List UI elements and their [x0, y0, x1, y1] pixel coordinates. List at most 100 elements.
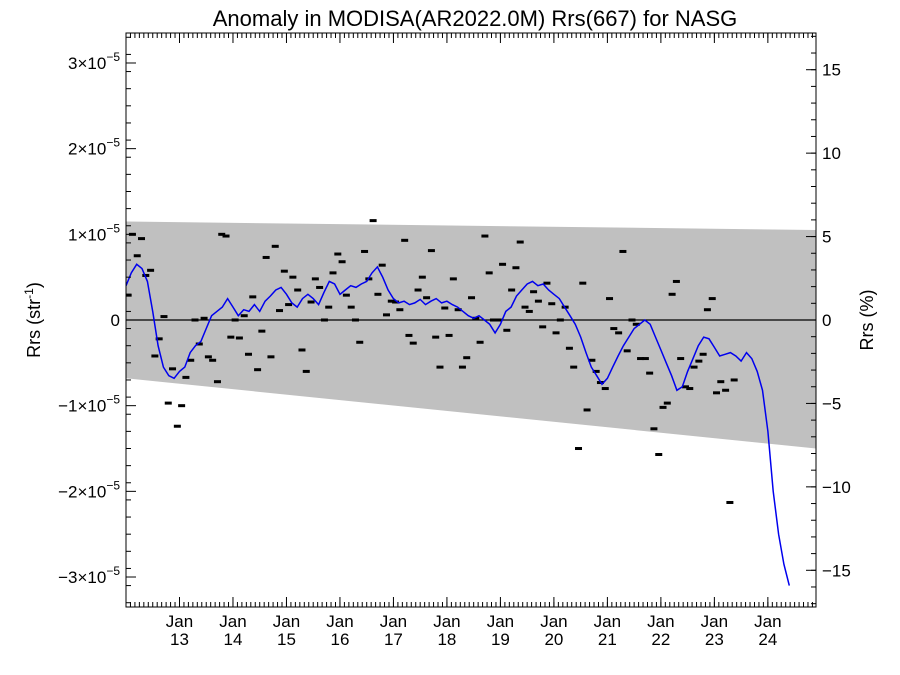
- monthly-point: [311, 277, 319, 281]
- y-left-tick-label: 0: [111, 311, 120, 330]
- y-right-tick-label: −5: [822, 394, 841, 413]
- y-axis-label-left: Rrs (str-1): [22, 282, 44, 358]
- monthly-point: [387, 299, 395, 303]
- y-right-tick-label: 5: [822, 228, 831, 247]
- monthly-point: [449, 277, 457, 281]
- monthly-point: [160, 315, 168, 319]
- monthly-point: [155, 337, 163, 341]
- monthly-point: [147, 268, 155, 272]
- monthly-point: [173, 424, 181, 428]
- monthly-point: [539, 325, 547, 329]
- monthly-point: [699, 352, 707, 356]
- monthly-point: [445, 333, 453, 337]
- plot-area: [126, 219, 816, 586]
- monthly-point: [285, 303, 293, 307]
- monthly-point: [396, 308, 404, 312]
- monthly-point: [142, 273, 150, 277]
- monthly-point: [267, 355, 275, 359]
- monthly-point: [258, 329, 266, 333]
- y-axis-label-right: Rrs (%): [857, 290, 877, 351]
- monthly-point: [294, 288, 302, 292]
- monthly-point: [668, 292, 676, 296]
- monthly-point: [382, 313, 390, 317]
- chart-title: Anomaly in MODISA(AR2022.0M) Rrs(667) fo…: [213, 6, 738, 31]
- x-tick-year-label: 17: [384, 630, 403, 649]
- x-tick-month-label: Jan: [433, 612, 460, 631]
- monthly-point: [280, 269, 288, 273]
- monthly-point: [481, 234, 489, 238]
- monthly-point: [606, 297, 614, 301]
- monthly-point: [302, 369, 310, 373]
- monthly-point: [623, 349, 631, 353]
- y-left-tick-label: 2×10−5​: [68, 136, 120, 159]
- monthly-point: [262, 255, 270, 259]
- monthly-point: [169, 367, 177, 371]
- monthly-point: [672, 279, 680, 283]
- monthly-point: [347, 305, 355, 309]
- monthly-point: [276, 309, 284, 313]
- monthly-point: [374, 292, 382, 296]
- x-tick-year-label: 19: [491, 630, 510, 649]
- monthly-point: [338, 260, 346, 264]
- y-right-tick-label: −10: [822, 478, 851, 497]
- monthly-point: [351, 318, 359, 322]
- monthly-point: [565, 346, 573, 350]
- monthly-point: [334, 252, 342, 256]
- monthly-point: [637, 357, 645, 361]
- monthly-point: [151, 354, 159, 358]
- monthly-point: [187, 358, 195, 362]
- y-right-tick-label: −15: [822, 561, 851, 580]
- x-tick-year-label: 22: [651, 630, 670, 649]
- monthly-point: [730, 378, 738, 382]
- y-right-tick-label: 15: [822, 61, 841, 80]
- x-tick-month-label: Jan: [647, 612, 674, 631]
- monthly-point: [695, 359, 703, 363]
- monthly-point: [579, 281, 587, 285]
- monthly-point: [320, 318, 328, 322]
- monthly-point: [663, 401, 671, 405]
- monthly-point: [244, 352, 252, 356]
- monthly-point: [534, 299, 542, 303]
- monthly-point: [708, 297, 716, 301]
- x-tick-year-label: 24: [758, 630, 777, 649]
- monthly-point: [432, 335, 440, 339]
- monthly-point: [138, 237, 146, 241]
- y-right-tick-label: 0: [822, 311, 831, 330]
- monthly-point: [427, 249, 435, 253]
- monthly-point: [307, 300, 315, 304]
- monthly-point: [414, 288, 422, 292]
- monthly-point: [329, 271, 337, 275]
- monthly-point: [178, 404, 186, 408]
- x-tick-month-label: Jan: [273, 612, 300, 631]
- monthly-point: [342, 293, 350, 297]
- x-tick-month-label: Jan: [754, 612, 781, 631]
- x-tick-month-label: Jan: [380, 612, 407, 631]
- monthly-point: [418, 275, 426, 279]
- monthly-point: [722, 388, 730, 392]
- monthly-point: [325, 305, 333, 309]
- monthly-point: [485, 271, 493, 275]
- y-left-tick-label: −1×10−5​: [58, 393, 120, 416]
- anomaly-line: [126, 263, 791, 586]
- monthly-point: [516, 240, 524, 244]
- x-tick-year-label: 21: [598, 630, 617, 649]
- monthly-point: [641, 357, 649, 361]
- x-tick-month-label: Jan: [326, 612, 353, 631]
- monthly-point: [463, 356, 471, 360]
- monthly-point: [316, 285, 324, 289]
- monthly-point: [632, 322, 640, 326]
- monthly-point: [204, 355, 212, 359]
- x-tick-year-label: 20: [544, 630, 563, 649]
- monthly-point: [249, 295, 257, 299]
- monthly-point: [489, 318, 497, 322]
- x-tick-month-label: Jan: [166, 612, 193, 631]
- uncertainty-band: [126, 221, 816, 449]
- monthly-point: [126, 293, 132, 297]
- monthly-point: [298, 348, 306, 352]
- y-right-tick-label: 10: [822, 144, 841, 163]
- monthly-point: [458, 365, 466, 369]
- x-tick-year-label: 16: [330, 630, 349, 649]
- monthly-point: [619, 249, 627, 253]
- monthly-point: [503, 328, 511, 332]
